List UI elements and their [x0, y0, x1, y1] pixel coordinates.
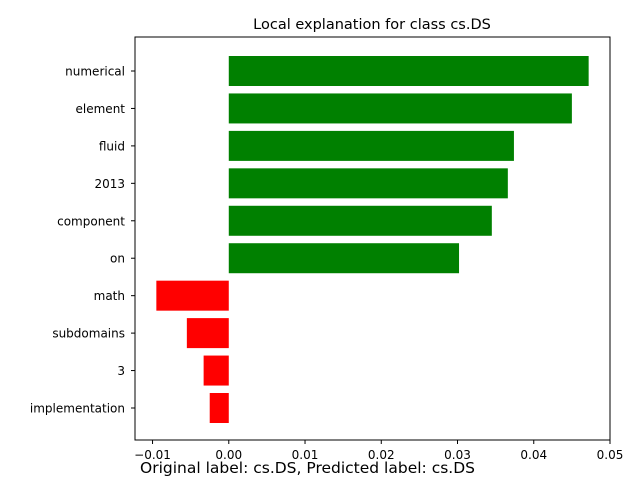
y-tick-label: implementation [30, 402, 125, 416]
bar-implementation [209, 393, 229, 423]
y-tick-label: 2013 [94, 177, 125, 191]
x-tick-label: 0.05 [597, 448, 624, 462]
chart-title: Local explanation for class cs.DS [253, 17, 491, 33]
y-tick-label: fluid [99, 139, 125, 153]
bar-3 [203, 355, 229, 386]
x-tick-label: 0.00 [215, 448, 242, 462]
y-tick-label: 3 [117, 364, 125, 378]
y-tick-label: subdomains [52, 327, 125, 341]
y-tick-label: numerical [65, 65, 125, 79]
x-tick-label: 0.01 [292, 448, 319, 462]
bar-subdomains [186, 318, 229, 349]
plot-area-frame [134, 36, 611, 441]
y-tick-label: component [57, 214, 125, 228]
x-tick-label: 0.02 [368, 448, 395, 462]
bars-group [156, 56, 589, 423]
bar-fluid [228, 130, 514, 161]
prediction-caption: Original label: cs.DS, Predicted label: … [140, 459, 475, 477]
y-tick-label: math [94, 289, 125, 303]
bar-on [228, 243, 460, 274]
x-tick-label: 0.03 [444, 448, 471, 462]
bar-math [156, 280, 229, 311]
bar-2013 [228, 168, 508, 199]
bar-component [228, 205, 492, 236]
x-tick-label: −0.01 [134, 448, 171, 462]
bar-element [228, 93, 572, 124]
bar-numerical [228, 56, 589, 86]
x-tick-label: 0.04 [520, 448, 547, 462]
y-tick-label: on [110, 252, 125, 266]
y-tick-label: element [76, 102, 126, 116]
x-axis-ticks: −0.01 0.00 0.01 0.02 0.03 0.04 0.05 [134, 440, 623, 462]
y-axis-ticks: numerical element fluid 2013 component on math… [30, 65, 135, 416]
